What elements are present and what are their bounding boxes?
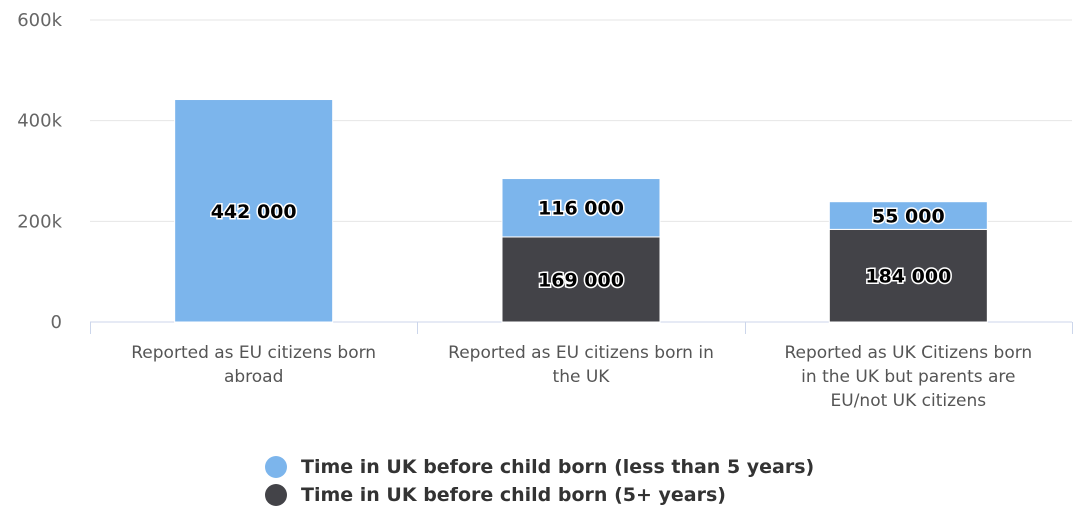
legend-item-5-plus-years[interactable]: Time in UK before child born (5+ years) [265,481,814,509]
category-label: Reported as EU citizens born in [448,343,714,363]
category-label: abroad [224,367,283,387]
bar-under-5-years [828,201,988,230]
category-label: EU/not UK citizens [831,391,987,411]
legend-swatch-under-5-years [265,456,287,478]
bar-under-5-years [501,178,661,238]
data-label-5-plus-years: 169 000 [538,269,624,291]
data-label-under-5-years: 442 000 [211,201,297,223]
bar-5-plus-years [828,228,988,323]
bar-under-5-years [174,99,334,323]
category-label: in the UK but parents are [801,367,1015,387]
category-label: Reported as EU citizens born [131,343,376,363]
y-tick-label: 400k [17,111,62,132]
legend-swatch-5-plus-years [265,484,287,506]
y-tick-label: 0 [51,312,62,333]
data-label-under-5-years: 116 000 [538,198,624,220]
category-label: the UK [553,367,611,387]
legend-label-5-plus-years: Time in UK before child born (5+ years) [301,484,726,506]
y-tick-label: 600k [17,10,62,31]
legend: Time in UK before child born (less than … [265,453,814,509]
bar-5-plus-years [501,236,661,323]
data-label-under-5-years: 55 000 [872,206,945,228]
legend-label-under-5-years: Time in UK before child born (less than … [301,456,815,478]
stacked-bar-chart: 0 200k 400k 600k 442 000 Reported as EU citiz… [17,10,1073,411]
data-label-5-plus-years: 184 000 [865,266,951,288]
legend-item-under-5-years[interactable]: Time in UK before child born (less than … [265,453,814,481]
category-label: Reported as UK Citizens born [784,343,1032,363]
y-tick-label: 200k [17,211,62,232]
